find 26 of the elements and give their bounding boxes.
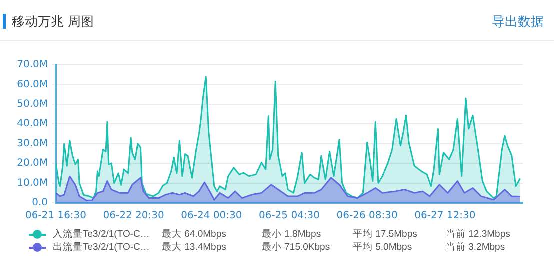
text: 当前 3.2Mbps [446,241,506,254]
x-tick-label: 06-27 12:30 [414,210,476,222]
legend-label: 入流量Te3/2/1(TO-C… [53,228,150,241]
legend-label: 出流量Te3/2/1(TO-C… [53,241,150,254]
text: 导出数据 [492,14,544,31]
x-tick-label: 06-22 20:30 [103,210,164,222]
x-tick-label: 06-25 04:30 [258,210,320,222]
y-tick-label: 50.0M [17,99,48,110]
y-tick-label: 20.0M [17,158,48,170]
chart-title: 移动万兆 周图 [12,14,94,31]
y-tick-label: 40.0M [17,118,48,130]
y-tick-label: 70.0M [17,60,48,71]
y-tick-label: 30.0M [17,138,48,150]
x-tick-label: 06-21 16:30 [25,210,87,222]
text: 最大 13.4Mbps [162,241,226,254]
text: 最小 1.8Mbps [262,228,322,241]
y-tick-label: 0.0 [32,198,48,209]
text: 平均 17.5Mbps [353,228,418,241]
text: 最大 64.0Mbps [162,228,226,241]
x-tick-label: 06-24 00:30 [181,210,242,222]
text: 当前 12.3Mbps [446,228,510,241]
x-tick-label: 06-26 08:30 [336,210,398,222]
y-tick-label: 60.0M [17,79,48,90]
text: 最小 715.0Kbps [262,241,330,254]
text: 平均 5.0Mbps [353,241,412,254]
y-tick-label: 10.0M [17,178,48,189]
